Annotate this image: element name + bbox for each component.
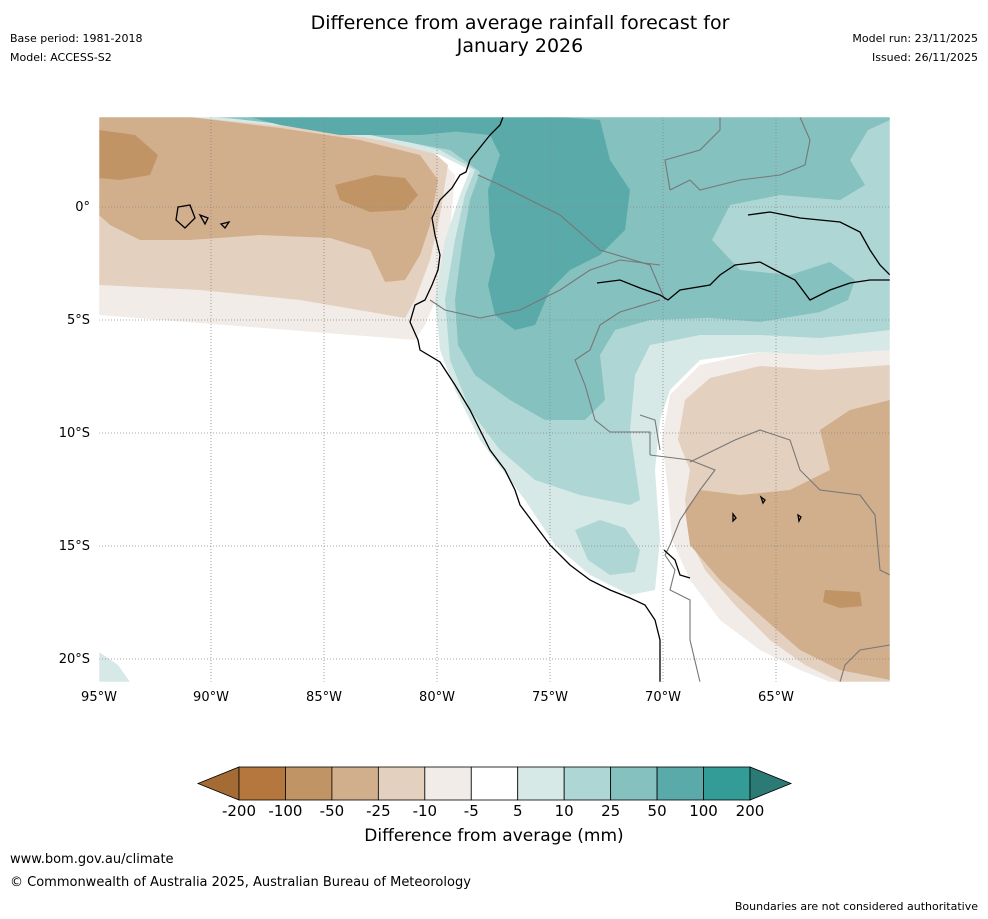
colorbar: -200 -100 -50 -25 -10 -5 5 10 25 50 100 200 — [196, 766, 793, 820]
lon-label: 90°W — [193, 690, 229, 705]
colorbar-tick-label: -50 — [320, 802, 345, 820]
colorbar-cell — [331, 766, 379, 801]
dry-core-central — [335, 175, 418, 212]
colorbar-tick-label: -100 — [268, 802, 302, 820]
colorbar-tick-label: -10 — [413, 802, 438, 820]
wet-region-heavy — [245, 117, 630, 330]
colorbar-tick-labels: -200 -100 -50 -25 -10 -5 5 10 25 50 100 200 — [222, 802, 764, 820]
page-title: Difference from average rainfall forecas… — [0, 12, 988, 58]
colorbar-extend-high — [749, 766, 793, 801]
lon-label: 80°W — [419, 690, 455, 705]
model-run: Model run: 23/11/2025 — [852, 32, 978, 45]
colorbar-cell — [703, 766, 751, 801]
issued-date: Issued: 26/11/2025 — [871, 51, 978, 64]
dry-core-west — [99, 130, 158, 180]
dry-region-se-strong — [685, 400, 890, 680]
colorbar-cell — [238, 766, 286, 801]
dry-core-se — [823, 590, 862, 608]
lat-label: 20°S — [59, 652, 90, 667]
colorbar-cell — [285, 766, 333, 801]
wet-patch-southwest — [99, 652, 130, 682]
lat-label: 10°S — [59, 426, 90, 441]
model-name: Model: ACCESS-S2 — [10, 51, 112, 64]
colorbar-cells — [238, 766, 751, 801]
meta-right: Model run: 23/11/2025 Issued: 26/11/2025 — [852, 32, 978, 65]
colorbar-tick-label: 5 — [513, 802, 523, 820]
colorbar-cell — [377, 766, 426, 801]
colorbar-cell — [517, 766, 565, 801]
map-frame — [98, 116, 891, 683]
country-borders — [429, 117, 890, 682]
colorbar-tick-label: 25 — [601, 802, 620, 820]
colorbar-tick-label: 10 — [555, 802, 574, 820]
dry-region-ocean-strong — [99, 117, 438, 282]
footer-copyright: © Commonwealth of Australia 2025, Austra… — [10, 875, 471, 890]
colorbar-cell — [563, 766, 612, 801]
coastline — [175, 117, 890, 682]
lon-label: 70°W — [645, 690, 681, 705]
base-period: Base period: 1981-2018 — [10, 32, 143, 45]
colorbar-cell — [470, 766, 519, 801]
footer-note: Boundaries are not considered authoritat… — [734, 900, 978, 913]
lat-label: 0° — [75, 200, 90, 215]
colorbar-tick-label: 100 — [689, 802, 718, 820]
lon-label: 65°W — [758, 690, 794, 705]
footer-url[interactable]: www.bom.gov.au/climate — [10, 852, 174, 867]
lat-label: 5°S — [67, 313, 90, 328]
lon-label: 85°W — [306, 690, 342, 705]
title-line-1: Difference from average rainfall forecas… — [310, 12, 730, 34]
wet-core-north — [250, 117, 500, 135]
graticule — [99, 117, 890, 682]
colorbar-cell — [656, 766, 704, 801]
title-line-2: January 2026 — [456, 35, 584, 57]
colorbar-title: Difference from average (mm) — [364, 826, 624, 846]
colorbar-cell — [610, 766, 658, 801]
colorbar-tick-label: -25 — [366, 802, 391, 820]
lat-label: 15°S — [59, 539, 90, 554]
lon-label: 95°W — [81, 690, 117, 705]
rainfall-fields — [99, 117, 890, 682]
wet-patch-south — [575, 520, 640, 575]
lon-label: 75°W — [532, 690, 568, 705]
colorbar-tick-label: 50 — [648, 802, 667, 820]
colorbar-extend-low — [196, 766, 240, 801]
colorbar-cell — [424, 766, 472, 801]
colorbar-tick-label: 200 — [736, 802, 765, 820]
colorbar-tick-label: -5 — [464, 802, 479, 820]
colorbar-tick-label: -200 — [222, 802, 256, 820]
meta-left: Base period: 1981-2018 Model: ACCESS-S2 — [10, 32, 142, 65]
